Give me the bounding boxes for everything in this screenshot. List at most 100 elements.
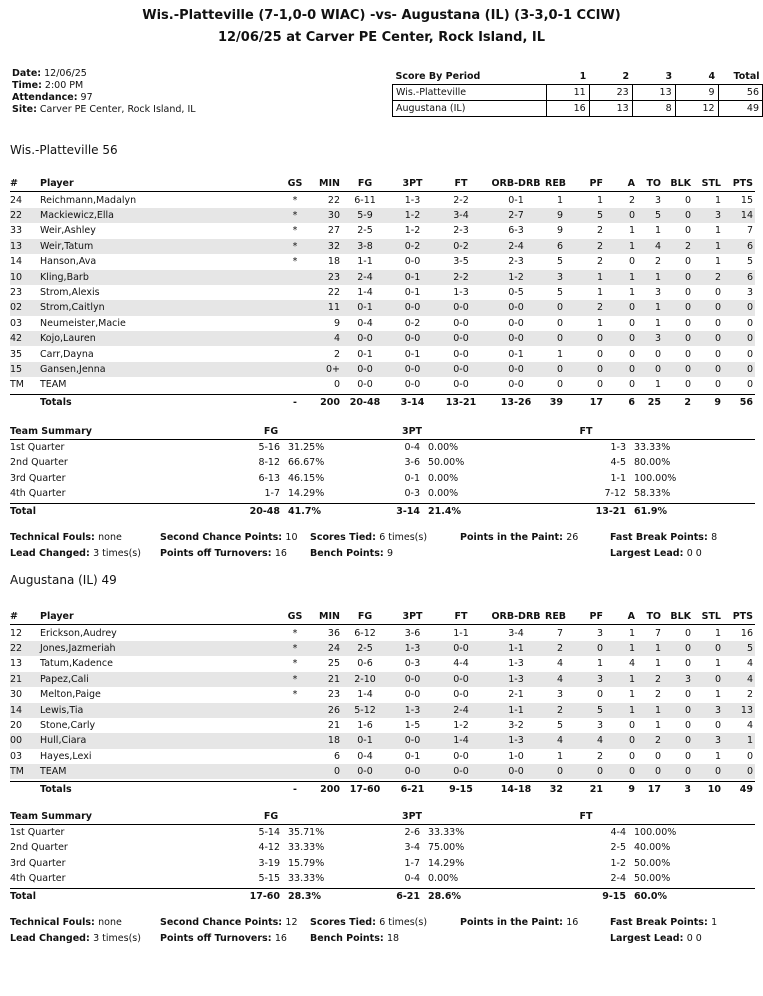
player-row: 03 Hayes,Lexi 6 0-4 0-1 0-0 1-0 1 2 0 0 0 1 0 xyxy=(10,749,755,764)
sbp-cell: 23 xyxy=(588,84,633,101)
stat-cell: 2-2 xyxy=(453,271,469,283)
summary-cell: 2-6 xyxy=(404,827,420,838)
stat-cell: 1-1 xyxy=(357,256,373,268)
stat-cell: 0 xyxy=(628,735,635,747)
column-header: TO xyxy=(646,611,661,622)
stat-cell: 0 xyxy=(746,333,753,345)
stat-cell: 2 xyxy=(556,704,563,716)
summary-header: FG xyxy=(263,426,279,437)
stat-cell: Mackiewicz,Ella xyxy=(40,209,114,221)
stat-cell: 1 xyxy=(654,658,661,670)
summary-row: 2nd Quarter 4-12 33.33% 3-4 75.00% 2-5 40.00% xyxy=(10,840,755,855)
summary-cell: 5-15 xyxy=(258,873,280,885)
misc-value: 10 xyxy=(285,532,298,543)
game-info: Date: 12/06/25 Time: 2:00 PM Attendance: 9… xyxy=(12,68,196,116)
summary-header: 3PT xyxy=(401,811,423,822)
stat-cell xyxy=(280,703,310,718)
stat-cell: 1 xyxy=(746,735,753,747)
totals-cell: 13-21 xyxy=(445,396,477,408)
stat-cell: 0 xyxy=(628,766,635,778)
stat-cell: 0 xyxy=(714,719,721,731)
stat-cell: 2 xyxy=(654,735,661,747)
totals-cell: 56 xyxy=(739,396,753,408)
misc-label: Fast Break Points: xyxy=(610,532,708,543)
stat-cell: 0-0 xyxy=(453,379,469,391)
stat-cell: 0-1 xyxy=(357,348,373,360)
stat-cell: 10 xyxy=(10,271,23,283)
stat-cell: Carr,Dayna xyxy=(40,348,94,360)
player-row: 10 Kling,Barb 23 2-4 0-1 2-2 1-2 3 1 1 1 0 2 6 xyxy=(10,269,755,285)
stat-cell: 0-1 xyxy=(508,348,524,360)
stat-cell xyxy=(280,347,310,362)
stat-cell: 4 xyxy=(556,673,563,685)
sbp-cell: 8 xyxy=(631,100,676,117)
stat-cell: 0-0 xyxy=(357,363,373,375)
misc-stat: Largest Lead: 0 0 xyxy=(610,548,702,559)
sbp-row: Wis.-Platteville 11 23 13 9 56 xyxy=(392,84,763,101)
summary-cell: 50.00% xyxy=(428,457,465,469)
stat-cell: 2 xyxy=(684,240,691,252)
stat-cell: Weir,Tatum xyxy=(40,240,94,252)
info-line: Attendance: 97 xyxy=(12,92,196,104)
column-header: GS xyxy=(287,178,303,189)
stat-cell: 2-3 xyxy=(453,225,469,237)
sbp-header-row: Score By Period 1 2 3 4 Total xyxy=(393,69,763,85)
player-row: 12 Erickson,Audrey * 36 6-12 3-6 1-1 3-4 7 3 1 7 0 1 1… xyxy=(10,626,755,641)
stat-cell: 3-6 xyxy=(404,627,421,639)
summary-cell: 0.00% xyxy=(428,873,459,885)
totals-cell: 17 xyxy=(589,396,603,408)
stat-cell: 0 xyxy=(714,363,721,375)
totals-cell: 14-18 xyxy=(500,783,532,795)
stat-cell: 1-2 xyxy=(404,225,421,237)
stat-cell: Stone,Carly xyxy=(40,719,96,731)
column-header: Player xyxy=(40,611,74,622)
sbp-row: Augustana (IL) 16 13 8 12 49 xyxy=(392,100,763,117)
stat-cell: 2-7 xyxy=(508,209,524,221)
column-header: REB xyxy=(545,178,567,189)
stat-cell: 1 xyxy=(628,225,635,237)
stat-cell: 7 xyxy=(654,627,661,639)
summary-cell: 100.00% xyxy=(634,827,677,838)
stat-cell: 0 xyxy=(714,333,721,345)
box-header-row: # Player GS MIN FG 3PT FT ORB-DRB REB PF A TO BLK STL… xyxy=(10,176,755,193)
misc-value: 16 xyxy=(566,917,579,928)
stat-cell: 0 xyxy=(654,363,661,375)
sbp-cell: 12 xyxy=(674,100,719,117)
summary-cell: 66.67% xyxy=(288,457,325,469)
stat-cell: 0-0 xyxy=(404,689,421,701)
misc-stat: Points off Turnovers: 16 xyxy=(160,933,287,944)
summary-header: 3PT xyxy=(401,426,423,437)
summary-cell: 4th Quarter xyxy=(10,488,66,500)
stat-cell: 0-0 xyxy=(404,766,421,778)
stat-cell: 13 xyxy=(10,658,23,670)
misc-value: 0 0 xyxy=(686,547,702,559)
summary-total-cell: 6-21 xyxy=(396,890,420,902)
stat-cell: 0 xyxy=(628,302,635,314)
totals-cell: - xyxy=(293,783,297,795)
info-label: Attendance: xyxy=(12,92,78,103)
stat-cell: 5-12 xyxy=(354,704,376,716)
stat-cell: 20 xyxy=(10,719,23,731)
column-header: TO xyxy=(646,178,661,189)
stat-cell: Papez,Cali xyxy=(40,673,89,685)
summary-row: 3rd Quarter 6-13 46.15% 0-1 0.00% 1-1 100.00% xyxy=(10,471,755,486)
totals-cell: 6-21 xyxy=(400,783,425,795)
summary-cell: 33.33% xyxy=(428,827,465,838)
stat-cell: 0 xyxy=(596,689,603,701)
stat-cell: * xyxy=(292,642,298,654)
summary-cell: 50.00% xyxy=(634,873,671,885)
stat-cell: 2 xyxy=(654,256,661,268)
stat-cell: Gansen,Jenna xyxy=(40,363,106,375)
stat-cell: 1-5 xyxy=(404,719,421,731)
column-header: # xyxy=(10,178,18,189)
stat-cell: 6 xyxy=(746,271,753,283)
stat-cell: 2 xyxy=(596,750,603,762)
totals-cell xyxy=(10,395,40,410)
stat-cell: 1-3 xyxy=(453,286,469,298)
summary-total-cell: Total xyxy=(10,505,36,517)
summary-header-row: Team Summary FG 3PT FT xyxy=(10,424,755,441)
summary-row: 2nd Quarter 8-12 66.67% 3-6 50.00% 4-5 80.00% xyxy=(10,455,755,470)
stat-cell: Tatum,Kadence xyxy=(40,658,113,670)
summary-cell: 5-14 xyxy=(258,827,280,838)
stat-cell: 6-12 xyxy=(354,627,376,639)
